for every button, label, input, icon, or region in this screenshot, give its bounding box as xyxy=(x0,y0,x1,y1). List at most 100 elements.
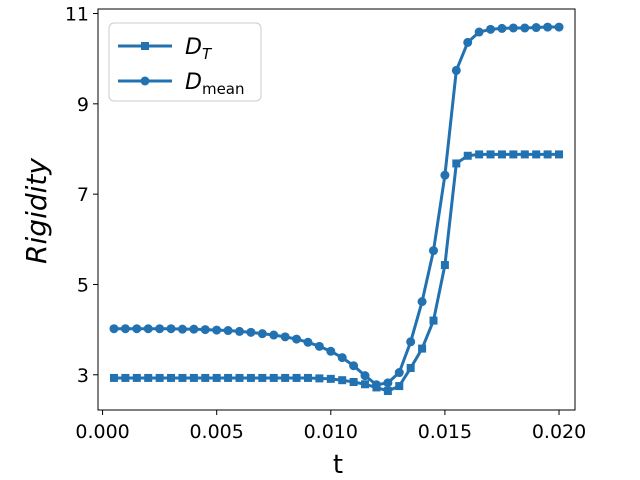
data-point-square xyxy=(315,374,324,383)
data-point-square xyxy=(440,261,449,270)
x-tick-label: 0.005 xyxy=(189,421,243,443)
data-point-square xyxy=(269,373,278,382)
data-point-circle xyxy=(120,324,130,334)
data-point-square xyxy=(383,387,392,396)
data-point-square xyxy=(475,150,484,159)
data-point-square xyxy=(201,373,210,382)
x-tick-label: 0.000 xyxy=(75,421,129,443)
data-point-circle xyxy=(177,324,187,334)
data-point-circle xyxy=(132,324,142,334)
data-point-square xyxy=(406,364,415,373)
data-point-square xyxy=(349,378,358,387)
plot-area xyxy=(109,22,564,396)
data-point-circle xyxy=(314,341,324,351)
data-point-circle xyxy=(337,353,347,363)
data-point-circle xyxy=(508,23,518,33)
x-tick-label: 0.010 xyxy=(304,421,358,443)
data-point-square xyxy=(532,150,541,159)
data-point-square xyxy=(155,373,164,382)
data-point-square xyxy=(258,373,267,382)
data-point-circle xyxy=(235,326,245,336)
data-point-circle xyxy=(246,327,256,337)
data-point-circle xyxy=(417,297,427,307)
data-point-circle xyxy=(543,22,553,32)
y-tick-label: 5 xyxy=(77,274,89,296)
data-point-circle xyxy=(269,330,279,340)
data-point-square xyxy=(395,382,404,391)
data-point-square xyxy=(463,151,472,160)
data-point-circle xyxy=(394,368,404,378)
data-point-circle xyxy=(406,337,416,347)
data-point-square xyxy=(212,373,221,382)
data-point-square xyxy=(429,316,438,325)
data-point-square xyxy=(486,150,495,159)
legend: DT Dmean xyxy=(108,22,262,102)
data-point-circle xyxy=(200,325,210,335)
x-tick-label: 0.015 xyxy=(418,421,472,443)
data-point-square xyxy=(418,344,427,353)
data-point-circle xyxy=(212,325,222,335)
data-point-square xyxy=(109,373,118,382)
legend-marker-square xyxy=(141,42,149,50)
legend-marker-circle xyxy=(140,76,150,86)
data-point-square xyxy=(178,373,187,382)
data-point-circle xyxy=(451,65,461,75)
data-point-square xyxy=(520,150,529,159)
data-point-square xyxy=(543,150,552,159)
y-tick-label: 3 xyxy=(77,365,89,387)
data-point-circle xyxy=(474,27,484,37)
data-point-circle xyxy=(223,326,233,336)
series-d-t xyxy=(109,150,564,396)
data-point-square xyxy=(452,159,461,168)
data-point-circle xyxy=(257,329,267,339)
data-point-circle xyxy=(166,324,176,334)
y-axis-label: Rigidity xyxy=(20,158,53,264)
data-point-square xyxy=(509,150,518,159)
legend-label: DT xyxy=(185,35,213,63)
data-point-circle xyxy=(497,23,507,33)
data-point-square xyxy=(292,373,301,382)
data-point-circle xyxy=(428,246,438,256)
data-point-circle xyxy=(383,378,393,388)
data-point-circle xyxy=(371,380,381,390)
data-point-square xyxy=(361,380,370,389)
data-point-circle xyxy=(463,37,473,47)
y-tick-label: 9 xyxy=(77,94,89,116)
series-line xyxy=(113,25,560,387)
data-point-square xyxy=(555,150,564,159)
axes-spine-frame xyxy=(97,8,576,411)
legend-entry: Dmean xyxy=(118,70,245,98)
legend-entry: DT xyxy=(118,35,213,63)
data-point-circle xyxy=(520,23,530,33)
data-point-square xyxy=(224,373,233,382)
data-point-circle xyxy=(155,324,165,334)
x-axis: 0.000 0.005 0.010 0.015 0.020 xyxy=(75,410,586,443)
legend-label: Dmean xyxy=(185,70,245,98)
data-point-square xyxy=(132,373,141,382)
data-point-circle xyxy=(292,334,302,344)
series-line xyxy=(113,152,560,393)
data-point-circle xyxy=(326,346,336,356)
data-point-circle xyxy=(440,170,450,180)
data-point-circle xyxy=(486,24,496,34)
y-tick-label: 7 xyxy=(77,184,89,206)
data-point-square xyxy=(338,376,347,385)
data-point-square xyxy=(235,373,244,382)
data-point-square xyxy=(189,373,198,382)
data-point-circle xyxy=(349,361,359,371)
data-point-circle xyxy=(189,324,199,334)
data-point-square xyxy=(144,373,153,382)
data-point-circle xyxy=(531,23,541,33)
series-d-mean xyxy=(109,22,564,390)
data-point-square xyxy=(167,373,176,382)
data-point-square xyxy=(497,150,506,159)
y-axis: 3 5 7 9 11 xyxy=(65,4,98,387)
data-point-circle xyxy=(303,337,313,347)
data-point-square xyxy=(281,373,290,382)
data-point-circle xyxy=(360,371,370,381)
data-point-square xyxy=(303,373,312,382)
data-point-square xyxy=(246,373,255,382)
data-point-circle xyxy=(143,324,153,334)
x-axis-label: t xyxy=(333,450,343,480)
x-tick-label: 0.020 xyxy=(532,421,586,443)
